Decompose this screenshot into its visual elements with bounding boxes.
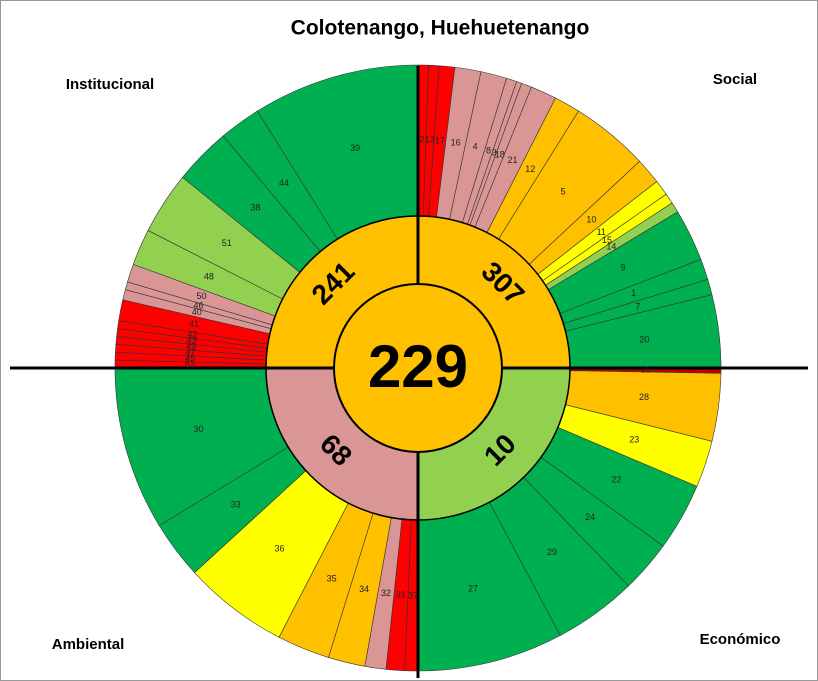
segment-label: 41 (189, 319, 199, 329)
segment-label: 50 (196, 291, 206, 301)
segment-label: 21 (508, 155, 518, 165)
segment-label: 47 (185, 347, 195, 357)
segment-label: 34 (359, 584, 369, 594)
segment-label: 11 (597, 227, 606, 237)
segment-label: 13 (425, 135, 435, 145)
segment-label: 32 (381, 588, 391, 598)
segment-label: 51 (222, 238, 232, 248)
chart-title: Colotenango, Huehuetenango (291, 17, 590, 40)
segment-label: 33 (231, 499, 241, 509)
segment-label: 30 (193, 424, 203, 434)
segment-label: 22 (611, 475, 621, 485)
segment-label: 8 (486, 146, 491, 156)
segment-label: 28 (639, 392, 649, 402)
segment-label: 45 (185, 353, 195, 363)
segment-label: 4 (473, 142, 478, 152)
segment-label: 26 (641, 364, 651, 374)
segment-label: 42 (187, 330, 197, 340)
segment-label: 46 (194, 300, 204, 310)
quadrant-name: Económico (700, 631, 781, 648)
segment-label: 1 (631, 288, 636, 298)
wedges (10, 64, 808, 678)
segment-label: 9 (620, 262, 625, 272)
segment-label: 14 (606, 242, 616, 252)
segment-label: 29 (547, 547, 557, 557)
segment-label: 35 (327, 573, 337, 583)
segment-label: 3 (492, 147, 497, 157)
quadrant-name: Institucional (66, 76, 154, 93)
segment-label: 52 (185, 359, 195, 369)
center-value: 229 (368, 333, 468, 400)
segment-label: 23 (629, 435, 639, 445)
segment-label: 31 (396, 590, 406, 600)
segment-label: 39 (350, 143, 360, 153)
center (333, 283, 503, 453)
segment-label: 24 (585, 512, 595, 522)
segment-label: 16 (451, 138, 461, 148)
segment-label: 40 (192, 307, 202, 317)
segment-label: 12 (525, 164, 535, 174)
quadrant-name: Social (713, 71, 757, 88)
segment-label: 15 (602, 235, 612, 245)
segment-label: 2 (419, 134, 424, 144)
segment-label: 18 (495, 150, 505, 160)
segment-label: 48 (204, 271, 214, 281)
segment-label: 7 (635, 301, 640, 311)
segment-label: 37 (408, 590, 418, 600)
segment-label: 38 (250, 203, 260, 213)
segment-label: 49 (186, 342, 196, 352)
segment-label: 36 (274, 543, 284, 553)
segment-label: 5 (561, 186, 566, 196)
segment-label: 44 (279, 178, 289, 188)
segment-label: 17 (435, 135, 445, 145)
segment-label: 27 (468, 584, 478, 594)
segment-label: 43 (187, 336, 197, 346)
segment-label: 20 (639, 335, 649, 345)
segment-label: 10 (586, 214, 596, 224)
quadrant-name: Ambiental (52, 636, 125, 653)
